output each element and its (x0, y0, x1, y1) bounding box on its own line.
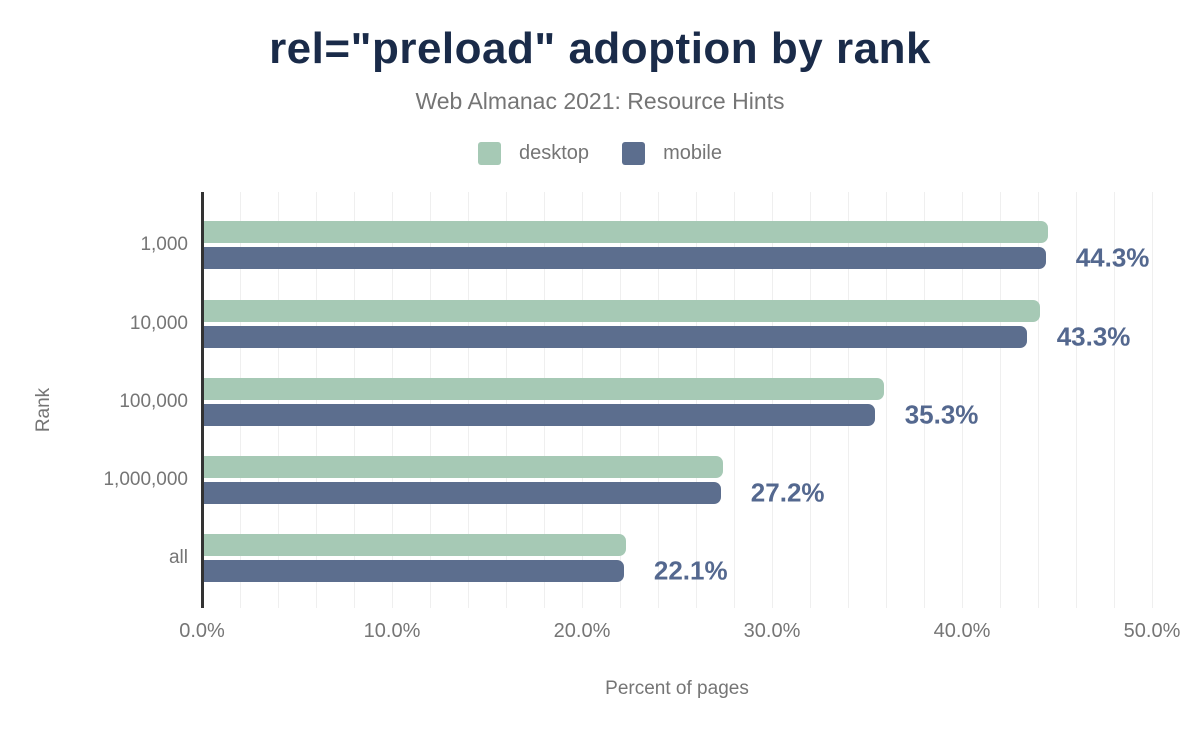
x-tick-label: 40.0% (933, 620, 991, 642)
gridline (1000, 192, 1001, 608)
bar-desktop (204, 456, 723, 479)
gridline (392, 192, 393, 608)
value-label: 35.3% (904, 399, 979, 430)
legend: desktop mobile (0, 142, 1200, 165)
plot-area: 1,000 44.3% 10,000 43.3% 100,000 35.3% 1,000,0… (103, 192, 1180, 642)
value-label: 27.2% (750, 477, 825, 508)
chart-subtitle: Web Almanac 2021: Resource Hints (415, 88, 785, 114)
legend-label-mobile: mobile (663, 142, 722, 164)
bar-desktop (204, 299, 1040, 322)
bar-mobile (204, 482, 721, 505)
gridline (1152, 192, 1153, 608)
value-label: 22.1% (653, 555, 728, 586)
value-label: 44.3% (1075, 242, 1150, 273)
x-tick-label: 50.0% (1123, 620, 1181, 642)
x-tick-label: 20.0% (553, 620, 611, 642)
gridline (506, 192, 507, 608)
x-tick-label: 30.0% (743, 620, 801, 642)
gridline (734, 192, 735, 608)
gridline (354, 192, 355, 608)
gridline (696, 192, 697, 608)
category-label: 1,000 (140, 234, 188, 256)
bar-desktop (204, 221, 1048, 244)
category-label: 10,000 (129, 312, 188, 334)
bar-mobile (204, 247, 1046, 270)
gridline (240, 192, 241, 608)
category-label: 100,000 (119, 390, 188, 412)
x-axis-title: Percent of pages (605, 678, 749, 699)
gridline (924, 192, 925, 608)
value-label: 43.3% (1056, 321, 1131, 352)
bar-mobile (204, 560, 624, 583)
legend-item-desktop: desktop (478, 142, 589, 165)
legend-item-mobile: mobile (622, 142, 722, 165)
bar-mobile (204, 403, 875, 426)
gridline (1038, 192, 1039, 608)
category-label: all (168, 547, 188, 569)
bar-desktop (204, 377, 885, 400)
gridline (278, 192, 279, 608)
gridline (620, 192, 621, 608)
gridline (316, 192, 317, 608)
x-tick-label: 10.0% (363, 620, 421, 642)
mobile-swatch-icon (622, 142, 646, 165)
desktop-swatch-icon (478, 142, 501, 165)
legend-label-desktop: desktop (519, 142, 590, 164)
gridline (962, 192, 963, 608)
gridline (658, 192, 659, 608)
gridline (886, 192, 887, 608)
gridline (582, 192, 583, 608)
gridline (848, 192, 849, 608)
y-axis-line (201, 192, 204, 608)
gridline (430, 192, 431, 608)
bar-mobile (204, 325, 1027, 348)
gridline (772, 192, 773, 608)
gridline (810, 192, 811, 608)
bar-desktop (204, 534, 626, 557)
x-tick-label: 0.0% (179, 620, 225, 642)
chart-title: rel="preload" adoption by rank (269, 24, 931, 73)
y-axis-title: Rank (33, 387, 54, 433)
category-label: 1,000,000 (103, 469, 188, 491)
gridline (1076, 192, 1077, 608)
gridline (468, 192, 469, 608)
gridline (1114, 192, 1115, 608)
gridline (544, 192, 545, 608)
